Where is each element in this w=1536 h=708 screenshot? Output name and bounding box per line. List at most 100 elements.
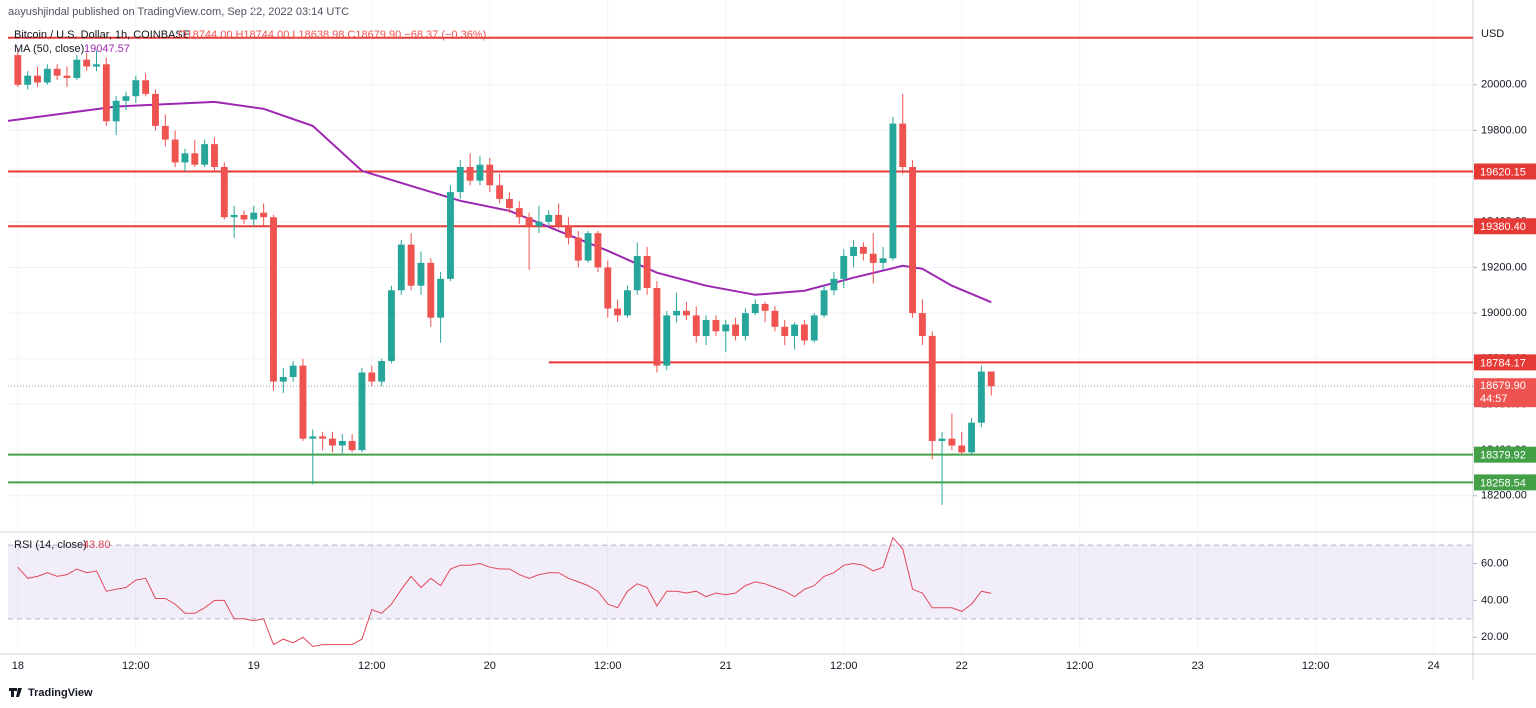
candle-body — [211, 144, 218, 167]
y-tick-label: 19200.00 — [1481, 261, 1527, 273]
candle-body — [220, 166, 228, 218]
candle-body — [279, 377, 287, 382]
currency-label: USD — [1481, 28, 1504, 40]
candle-body — [899, 123, 907, 167]
candle-body — [515, 208, 523, 218]
candle-body — [447, 192, 454, 279]
candle-body — [53, 68, 61, 76]
level-label: 19620.15 — [1480, 166, 1526, 178]
x-tick-label: 22 — [956, 660, 968, 672]
candle-body — [102, 64, 110, 122]
candle-body — [191, 153, 199, 165]
candle-body — [378, 361, 386, 382]
candle-body — [388, 290, 395, 362]
candle-body — [358, 372, 366, 451]
candle-body — [830, 278, 838, 291]
rsi-tick-label: 20.00 — [1481, 631, 1509, 643]
candle-body — [397, 244, 405, 291]
candle-body — [43, 68, 51, 83]
footer-logo — [9, 688, 22, 697]
candle-body — [564, 226, 572, 238]
candle-body — [702, 319, 710, 336]
candle-body — [918, 313, 926, 336]
candle-body — [614, 308, 622, 316]
level-label: 19380.40 — [1480, 221, 1526, 233]
candle-body — [329, 438, 336, 446]
candle-body — [427, 262, 435, 318]
y-tick-label: 20000.00 — [1481, 79, 1527, 91]
candle-body — [466, 166, 474, 181]
ma-value: 19047.57 — [84, 43, 130, 55]
candle-body — [132, 80, 140, 97]
x-tick-label: 21 — [720, 660, 732, 672]
candle-body — [368, 372, 376, 382]
x-tick-label: 12:00 — [1302, 660, 1330, 672]
candle-body — [309, 436, 317, 439]
candle-body — [319, 436, 327, 439]
y-tick-label: 19800.00 — [1481, 124, 1527, 136]
candle-body — [869, 253, 877, 263]
candle-body — [250, 212, 258, 220]
candle-body — [889, 123, 897, 259]
candle-body — [584, 233, 592, 261]
candle-body — [820, 290, 828, 316]
candle-body — [909, 166, 917, 314]
candle-body — [692, 315, 700, 336]
candle-body — [525, 217, 533, 227]
candle-body — [299, 365, 307, 439]
candle-body — [574, 237, 582, 261]
candle-body — [555, 214, 563, 227]
level-label-box — [1474, 218, 1536, 235]
footer-brand: TradingView — [28, 687, 93, 699]
countdown-label: 44:57 — [1480, 393, 1508, 405]
candle-body — [633, 256, 641, 291]
candle-body — [152, 93, 159, 126]
candle-body — [535, 221, 543, 227]
candle-body — [840, 256, 848, 279]
candle-body — [63, 75, 71, 78]
x-tick-label: 12:00 — [358, 660, 386, 672]
candle-body — [987, 371, 995, 387]
x-tick-label: 23 — [1192, 660, 1204, 672]
level-label-box — [1474, 446, 1536, 463]
candle-body — [643, 256, 651, 288]
level-label: 18784.17 — [1480, 357, 1526, 369]
candle-body — [948, 438, 956, 446]
rsi-legend: RSI (14, close) — [14, 539, 87, 551]
y-tick-label: 19000.00 — [1481, 307, 1527, 319]
candle-body — [741, 313, 749, 336]
candle-body — [682, 310, 690, 316]
ohlc-legend: O18744.00 H18744.00 L18638.98 C18679.90 … — [178, 29, 486, 41]
last-price-box — [1474, 378, 1536, 408]
candle-body — [93, 64, 100, 67]
candle-body — [722, 324, 730, 332]
level-label-box — [1474, 163, 1536, 180]
rsi-band — [8, 545, 1473, 619]
candle-body — [977, 371, 985, 423]
candle-body — [14, 55, 22, 85]
candle-body — [407, 244, 415, 286]
candle-body — [34, 75, 41, 83]
x-tick-label: 24 — [1428, 660, 1440, 672]
rsi-value: 43.80 — [83, 539, 111, 551]
candle-body — [859, 246, 867, 254]
candle-body — [496, 185, 504, 199]
candle-body — [289, 365, 297, 378]
candle-body — [240, 214, 248, 220]
rsi-tick-label: 60.00 — [1481, 557, 1509, 569]
x-tick-label: 18 — [12, 660, 24, 672]
candle-body — [112, 100, 120, 122]
candle-body — [623, 290, 631, 316]
level-label-box — [1474, 474, 1536, 491]
candle-body — [270, 217, 277, 382]
candle-body — [771, 310, 779, 327]
level-label: 18258.54 — [1480, 477, 1526, 489]
candle-body — [594, 233, 602, 268]
x-tick-label: 12:00 — [122, 660, 150, 672]
candle-body — [181, 153, 189, 163]
candle-body — [663, 315, 671, 366]
symbol-legend: Bitcoin / U.S. Dollar, 1h, COINBASE — [14, 29, 190, 41]
ma-legend: MA (50, close) — [14, 43, 84, 55]
candle-body — [171, 139, 179, 163]
